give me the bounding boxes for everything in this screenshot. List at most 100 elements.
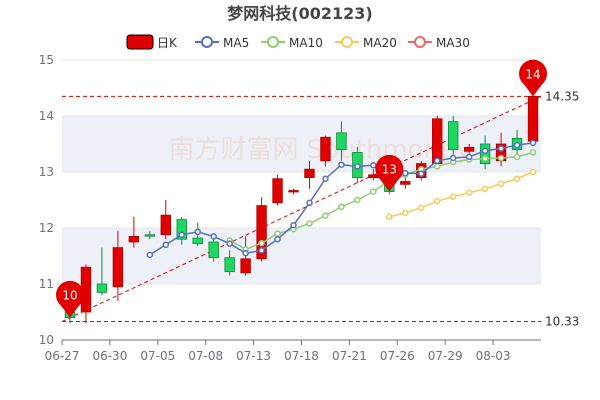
candle-body [224, 257, 235, 273]
ma20-point [433, 197, 441, 205]
candle-body [192, 237, 203, 245]
ma20-point [402, 209, 409, 217]
candle [224, 250, 235, 276]
candle-body [208, 241, 219, 259]
candle [527, 93, 539, 144]
candle-body [288, 190, 299, 193]
legend-ma5-label: MA5 [223, 36, 249, 50]
watermark-text: 南方财富网 Southmoney [169, 135, 472, 165]
marker-pin-icon [519, 59, 548, 97]
y-tick-label: 10 [39, 333, 54, 347]
candle [96, 247, 108, 296]
ma20-point [449, 193, 457, 200]
ma10-point [370, 188, 377, 195]
ma5-point [178, 231, 185, 238]
ma5-point [513, 141, 521, 149]
legend-ma30-circle-icon [414, 36, 426, 48]
candle [400, 177, 411, 189]
marker-pin-icon [55, 280, 84, 318]
ma20-point [481, 185, 489, 193]
ma20-point [386, 213, 393, 221]
ma10-point [481, 155, 489, 162]
x-tick-label: 07-29 [428, 349, 463, 363]
candle-body [527, 96, 539, 142]
ma20-point [465, 189, 473, 196]
y-tick-label: 11 [39, 277, 54, 291]
candle [304, 160, 315, 189]
grid-band [62, 116, 541, 172]
legend-kline-icon [126, 34, 154, 50]
legend-item-ma5[interactable]: MA5 [195, 36, 249, 50]
y-tick-label: 13 [39, 165, 54, 179]
ma20-point [529, 168, 537, 176]
candle [272, 174, 283, 206]
candle-body [256, 205, 267, 260]
ma10-point [322, 212, 329, 219]
ma5-point [242, 249, 249, 257]
x-tick-label: 07-05 [140, 349, 175, 363]
ma5-point [402, 169, 409, 177]
candle [463, 144, 475, 156]
reference-line-label: 14.35 [545, 89, 579, 103]
grid-band [62, 228, 541, 284]
ma5-point [354, 163, 361, 170]
ma5-point [433, 157, 441, 165]
ma5-point [465, 153, 473, 161]
ma10-point [306, 220, 313, 227]
candle [447, 116, 459, 156]
ma5-point [418, 170, 425, 177]
candle-body [400, 181, 411, 185]
candle [160, 200, 171, 240]
legend[interactable]: 日K MA5 MA10 MA20 MA30 [126, 34, 470, 50]
x-tick-label: 06-27 [45, 349, 80, 363]
legend-ma10-circle-icon [267, 36, 279, 48]
axes: 10 11 12 13 14 15 06-27 06-30 07-05 07-08 07-13 07-… [39, 53, 541, 363]
ma5-point [338, 161, 345, 168]
price-marker: 14 [519, 59, 548, 97]
reference-line-label: 10.33 [545, 315, 579, 329]
x-tick-label: 07-26 [380, 349, 415, 363]
legend-item-ma20[interactable]: MA20 [335, 36, 397, 50]
marker-pin-icon [375, 154, 404, 192]
ma20-point [513, 175, 521, 182]
ma5-point [322, 175, 329, 182]
ma10-point [274, 230, 281, 237]
candle-body [368, 174, 379, 179]
candle [176, 216, 187, 245]
markers: 10 13 14 [55, 59, 548, 318]
ma5-point [306, 199, 313, 207]
reference-lines: 14.35 10.33 [61, 89, 579, 329]
candle-body [160, 214, 171, 236]
legend-ma20-circle-icon [341, 36, 353, 48]
ma20-line [389, 171, 534, 218]
legend-item-ma10[interactable]: MA10 [261, 36, 323, 50]
ma20-point [497, 180, 505, 188]
candle-body [96, 283, 108, 293]
legend-item-kline[interactable]: 日K [126, 34, 178, 50]
ma5-point [529, 139, 537, 147]
candle [288, 188, 299, 195]
candle-body [112, 247, 124, 288]
candle-body [272, 178, 283, 204]
candle-body [447, 121, 459, 150]
ma5-point [274, 235, 281, 243]
marker-label: 10 [62, 289, 77, 303]
x-tick-label: 08-03 [476, 349, 511, 363]
ma10-point [433, 163, 441, 170]
price-marker: 10 [55, 280, 84, 318]
ma10-point [497, 154, 505, 162]
legend-ma20-label: MA20 [363, 36, 397, 50]
candle-body [304, 168, 315, 178]
candle [336, 121, 347, 161]
ma5-point [194, 228, 201, 236]
ma10-point [338, 203, 345, 210]
ma5-point [210, 233, 217, 240]
ma5-point [449, 154, 457, 162]
ma5-point [258, 247, 265, 254]
legend-item-ma30[interactable]: MA30 [408, 36, 470, 50]
marker-label: 14 [525, 67, 540, 81]
candle-body [176, 219, 187, 240]
ma5-point [146, 251, 154, 259]
marker-label: 13 [382, 163, 397, 177]
